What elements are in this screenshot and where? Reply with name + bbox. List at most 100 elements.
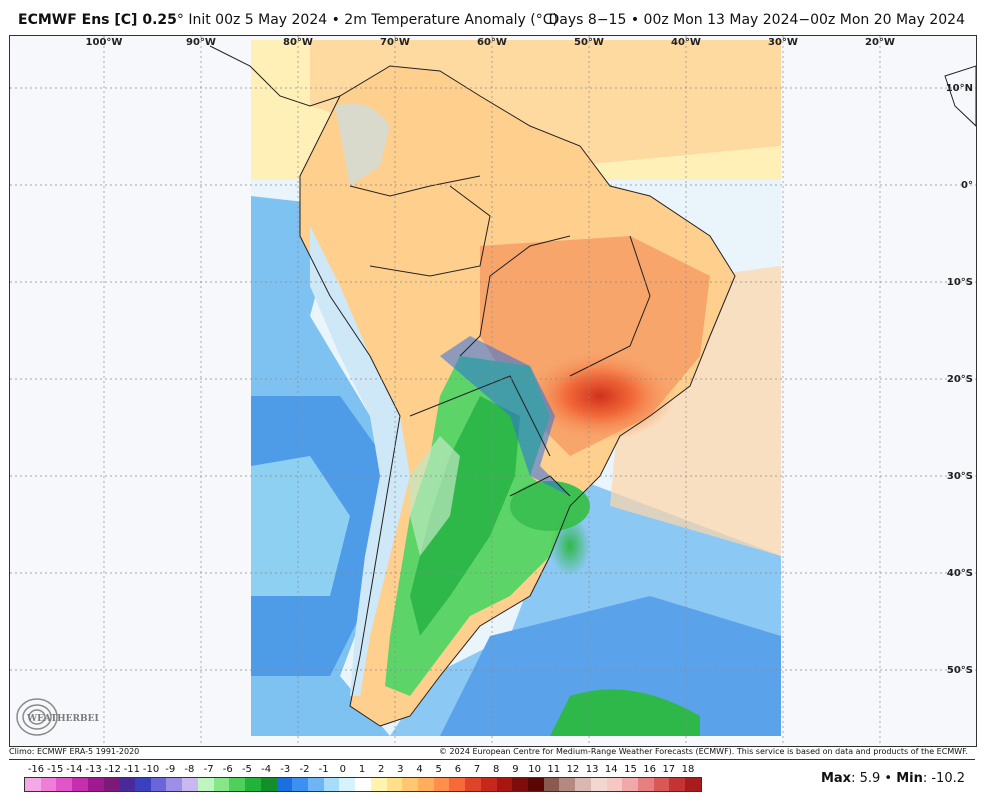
colorbar-swatch [433, 778, 450, 791]
colorbar-tick-label: -6 [222, 764, 233, 775]
max-value: : 5.9 • [851, 771, 897, 786]
map-title: ECMWF Ens [C] 0.25° Init 00z 5 May 2024 … [18, 12, 558, 28]
colorbar-tick-label: 12 [566, 764, 580, 775]
colorbar-tick-label: -4 [261, 764, 272, 775]
colorbar-swatch [685, 778, 701, 791]
colorbar-tick-label: 8 [493, 764, 500, 775]
colorbar-tick-label: -10 [142, 764, 160, 775]
colorbar-swatch [528, 778, 544, 791]
colorbar-tick-label: -16 [27, 764, 45, 775]
footer-divider [9, 759, 975, 760]
colorbar-swatch [166, 778, 183, 791]
colorbar-tick-label: -14 [66, 764, 83, 775]
colorbar-swatch [150, 778, 167, 791]
longitude-labels: 100°W 90°W 80°W 70°W 60°W 50°W 40°W 30°W… [86, 37, 895, 48]
colorbar-tick-label: -2 [299, 764, 310, 775]
colorbar-tick-label: 1 [358, 764, 366, 775]
colorbar-swatch [72, 778, 88, 791]
colorbar-tick-label: 6 [454, 764, 462, 775]
graticule [10, 36, 976, 746]
lat-label: 20°S [947, 374, 973, 385]
colorbar-tick-label: 16 [643, 764, 657, 775]
colorbar-tick-label: -13 [85, 764, 102, 775]
colorbar: -16 -15 -14 -13 -12 -11 -10 -9 -8 -7 -6 -5 -4 -3 -2 -1 0… [24, 764, 704, 792]
colorbar-swatch [575, 778, 591, 791]
lat-label: 10°S [947, 277, 973, 288]
colorbar-swatch [606, 778, 623, 791]
colorbar-swatch [197, 778, 214, 791]
lon-label: 80°W [283, 37, 313, 48]
lat-label: 10°N [946, 83, 973, 94]
colorbar-tick-label: 0 [339, 764, 346, 775]
colorbar-swatch [480, 778, 497, 791]
lon-label: 20°W [865, 37, 895, 48]
colorbar-swatch [135, 778, 151, 791]
colorbar-swatch [292, 778, 308, 791]
colorbar-swatch [182, 778, 198, 791]
colorbar-swatch [465, 778, 481, 791]
latitude-labels: 10°N 0° 10°S 20°S 30°S 40°S 50°S [946, 83, 973, 676]
lon-label: 40°W [671, 37, 701, 48]
colorbar-tick-label: -11 [123, 764, 141, 775]
lon-label: 30°W [768, 37, 798, 48]
colorbar-swatch [245, 778, 261, 791]
colorbar-swatch [260, 778, 277, 791]
weatherbell-logo: WEATHERBELL [16, 698, 99, 736]
colorbar-tick-label: 3 [397, 764, 404, 775]
climo-credit: Climo: ECMWF ERA-5 1991-2020 [9, 747, 140, 756]
map-canvas: 100°W 90°W 80°W 70°W 60°W 50°W 40°W 30°W… [10, 36, 976, 746]
colorbar-tick-label: -3 [280, 764, 291, 775]
colorbar-swatch [512, 778, 528, 791]
colorbar-tick-label: 14 [604, 764, 618, 775]
colorbar-swatch [323, 778, 340, 791]
colorbar-swatch [276, 778, 293, 791]
max-min-stats: Max: 5.9 • Min: -10.2 [821, 771, 965, 786]
lat-label: 30°S [947, 471, 973, 482]
colorbar-tick-label: 15 [624, 764, 637, 775]
colorbar-tick-label: -9 [165, 764, 176, 775]
colorbar-swatches [24, 777, 702, 792]
svg-text:WEATHERBELL: WEATHERBELL [26, 714, 99, 724]
colorbar-tick-label: 11 [547, 764, 561, 775]
colorbar-swatch [386, 778, 403, 791]
colorbar-swatch [638, 778, 654, 791]
colorbar-swatch [417, 778, 434, 791]
colorbar-swatch [543, 778, 560, 791]
lat-label: 40°S [947, 568, 973, 579]
colorbar-swatch [669, 778, 686, 791]
colorbar-tick-label: 10 [528, 764, 541, 775]
colorbar-tick-label: -5 [241, 764, 252, 775]
lon-label: 50°W [574, 37, 604, 48]
max-label: Max [820, 771, 852, 786]
colorbar-swatch [449, 778, 466, 791]
colorbar-swatch [402, 778, 418, 791]
colorbar-swatch [496, 778, 513, 791]
min-value: : -10.2 [922, 771, 965, 786]
colorbar-tick-label: -15 [47, 764, 64, 775]
colorbar-tick-label: -12 [104, 764, 121, 775]
colorbar-swatch [40, 778, 57, 791]
colorbar-tick-label: 9 [512, 764, 519, 775]
colorbar-tick-label: 4 [416, 764, 423, 775]
copyright-credit: © 2024 European Centre for Medium-Range … [439, 747, 968, 756]
lat-label: 50°S [947, 665, 973, 676]
colorbar-swatch [370, 778, 387, 791]
lon-label: 70°W [380, 37, 410, 48]
min-label: Min [896, 771, 923, 786]
colorbar-tick-label: 17 [662, 764, 676, 775]
colorbar-swatch [307, 778, 324, 791]
colorbar-swatch [559, 778, 576, 791]
colorbar-swatch [103, 778, 120, 791]
colorbar-tick-label: 7 [473, 764, 481, 775]
colorbar-swatch [590, 778, 607, 791]
colorbar-swatch [56, 778, 73, 791]
colorbar-tick-label: -8 [184, 764, 195, 775]
lon-label: 60°W [477, 37, 507, 48]
colorbar-swatch [229, 778, 246, 791]
colorbar-swatch [213, 778, 230, 791]
colorbar-swatch [87, 778, 104, 791]
colorbar-tick-label: -7 [203, 764, 214, 775]
colorbar-swatch [339, 778, 356, 791]
colorbar-swatch [653, 778, 670, 791]
colorbar-swatch [622, 778, 639, 791]
